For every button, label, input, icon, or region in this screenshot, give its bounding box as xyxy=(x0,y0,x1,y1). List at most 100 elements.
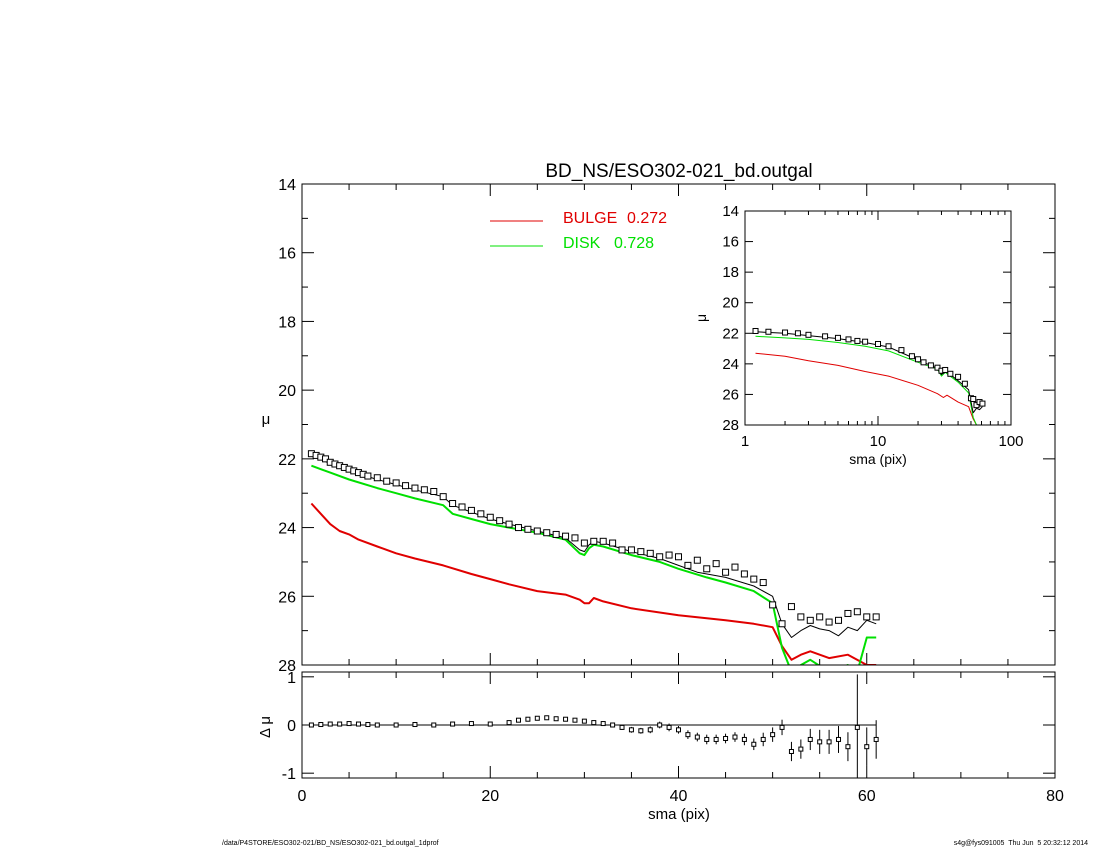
main-data-point xyxy=(665,551,673,559)
residual-y-tick-label: 0 xyxy=(287,718,296,735)
inset-y-tick-label: 20 xyxy=(722,295,739,312)
residual-point xyxy=(751,741,757,747)
residual-point xyxy=(534,715,540,721)
main-data-point xyxy=(675,553,682,561)
main-data-point xyxy=(750,575,758,583)
inset-data-point xyxy=(885,343,892,350)
footer-file-path: /data/P4STORE/ESO302-021/BD_NS/ESO302-02… xyxy=(222,840,439,847)
inset-data-point xyxy=(947,370,954,377)
residual-point xyxy=(365,722,371,728)
residual-point xyxy=(450,721,456,727)
main-data-point xyxy=(722,568,730,576)
residual-point xyxy=(468,721,474,727)
main-data-point xyxy=(514,524,522,532)
residual-point xyxy=(591,720,597,726)
main-data-point xyxy=(364,472,372,480)
residual-point xyxy=(694,734,700,740)
inset-y-tick-label: 14 xyxy=(722,203,739,220)
inset-data-point xyxy=(834,334,841,341)
main-data-point xyxy=(505,520,513,528)
main-data-point xyxy=(618,546,626,554)
residual-point xyxy=(798,746,804,752)
main-data-point xyxy=(853,608,861,616)
main-y-tick-label: 26 xyxy=(278,589,296,606)
residual-point xyxy=(854,724,860,730)
residual-point xyxy=(732,734,738,740)
residual-point xyxy=(431,722,437,728)
residual-point xyxy=(610,722,616,728)
main-data-point xyxy=(458,503,466,511)
main-data-point xyxy=(543,529,551,537)
residual-point xyxy=(741,736,747,742)
inset-data-point xyxy=(942,366,949,373)
inset-data-point xyxy=(782,329,789,336)
main-data-point xyxy=(496,517,504,525)
main-data-point xyxy=(825,618,833,626)
inset-data-point xyxy=(765,328,772,335)
main-data-point xyxy=(740,570,748,578)
main-data-point xyxy=(449,500,457,508)
residual-point xyxy=(318,722,324,728)
residual-point xyxy=(704,736,710,742)
legend-bulge-label: BULGE xyxy=(563,210,617,227)
main-bulge-line xyxy=(310,502,877,665)
residual-point xyxy=(788,749,794,754)
legend: BULGE 0.272 DISK 0.728 xyxy=(490,210,667,252)
inset-data-point xyxy=(898,347,905,354)
main-y-tick-label: 24 xyxy=(278,521,296,538)
inset-data-point xyxy=(805,331,812,338)
main-data-point xyxy=(580,539,588,547)
inset-plot-frame xyxy=(744,210,1012,426)
residual-point xyxy=(657,722,663,728)
residual-y-label: Δ μ xyxy=(257,716,274,738)
main-disk-line xyxy=(311,464,877,665)
main-data-point xyxy=(835,616,843,624)
main-plot-frame xyxy=(301,183,1056,666)
residual-point xyxy=(647,727,653,733)
legend-disk-label: DISK xyxy=(563,235,601,252)
residual-point xyxy=(723,735,729,741)
inset-log-plot: μ sma (pix) 14 16 18 20 22 24 26 281 10 100 xyxy=(693,203,1024,467)
inset-data-point xyxy=(794,330,801,337)
main-data-point xyxy=(712,560,720,568)
inset-y-tick-label: 28 xyxy=(722,417,739,434)
main-y-tick-label: 14 xyxy=(278,177,296,194)
main-data-point xyxy=(402,482,410,490)
inset-data-point xyxy=(908,353,915,360)
residual-point xyxy=(308,722,314,728)
residual-point xyxy=(337,721,343,727)
residual-point xyxy=(374,722,380,728)
main-y-tick-label: 28 xyxy=(278,658,296,675)
residual-y-tick-label: -1 xyxy=(282,766,296,783)
main-y-tick-label: 20 xyxy=(278,383,296,400)
main-data-point xyxy=(816,613,824,621)
main-data-point xyxy=(430,487,438,495)
residual-point xyxy=(770,732,776,738)
inset-data-point xyxy=(862,338,869,345)
residual-point xyxy=(760,736,766,742)
residual-point xyxy=(487,721,493,727)
residual-point xyxy=(685,732,691,738)
residual-y-tick-label: 1 xyxy=(287,670,296,687)
residual-point xyxy=(346,721,352,727)
main-title: BD_NS/ESO302-021_bd.outgal xyxy=(545,161,812,182)
legend-disk-value: 0.728 xyxy=(614,235,654,252)
inset-y-tick-label: 24 xyxy=(722,356,739,373)
inset-x-label: sma (pix) xyxy=(849,451,907,467)
main-y-tick-label: 16 xyxy=(278,246,296,263)
residual-point xyxy=(873,736,879,742)
main-data-point xyxy=(637,548,645,556)
inset-bulge-line xyxy=(755,352,982,425)
residual-point xyxy=(553,716,559,722)
main-data-point xyxy=(467,506,475,514)
inset-data-point xyxy=(970,396,977,403)
residual-point xyxy=(563,716,569,722)
main-data-point xyxy=(646,549,654,557)
main-data-point xyxy=(411,484,419,492)
main-data-point xyxy=(769,601,777,609)
residual-point xyxy=(807,736,813,742)
main-data-point xyxy=(383,477,391,485)
main-data-point xyxy=(552,530,560,538)
main-data-point xyxy=(759,579,767,587)
residual-plot: Δ μ sma (pix) 10-10 20 40 60 80 xyxy=(257,670,1064,823)
